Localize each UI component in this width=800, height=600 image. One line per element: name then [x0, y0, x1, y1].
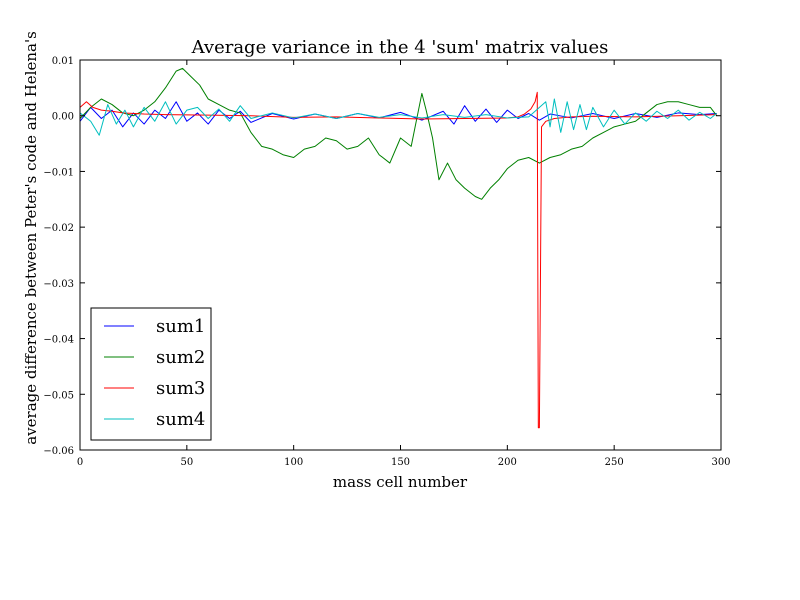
- y-tick-label: −0.05: [43, 390, 74, 401]
- legend-label-sum2: sum2: [156, 347, 205, 368]
- x-tick-label: 0: [77, 457, 83, 468]
- series-line-sum2: [80, 67, 718, 200]
- x-tick-label: 200: [498, 457, 517, 468]
- x-tick-label: 100: [284, 457, 303, 468]
- y-axis-label: average difference between Peter's code …: [22, 31, 40, 445]
- x-axis-label: mass cell number: [333, 473, 468, 491]
- series-layer: [80, 67, 718, 429]
- y-tick-label: −0.06: [43, 446, 74, 457]
- y-tick-label: −0.04: [43, 335, 74, 346]
- legend-label-sum4: sum4: [156, 409, 205, 430]
- legend: sum1 sum2 sum3 sum4: [90, 307, 212, 441]
- legend-box: [90, 307, 212, 441]
- y-tick-label: −0.01: [43, 167, 74, 178]
- x-tick-label: 250: [605, 457, 624, 468]
- x-tick-label: 150: [391, 457, 410, 468]
- tick-layer: 0 50 100 150 200 250 300 0.01 0.00 −0.01 −0.02 −0.0…: [43, 56, 730, 468]
- x-tick-label: 50: [180, 457, 193, 468]
- y-tick-label: 0.01: [52, 56, 74, 67]
- y-tick-label: −0.02: [43, 223, 74, 234]
- series-line-sum4: [80, 98, 718, 136]
- legend-label-sum1: sum1: [156, 316, 205, 337]
- x-tick-label: 300: [711, 457, 730, 468]
- y-tick-label: 0.00: [52, 112, 74, 123]
- y-tick-label: −0.03: [43, 279, 74, 290]
- legend-label-sum3: sum3: [156, 378, 205, 399]
- chart-title: Average variance in the 4 'sum' matrix v…: [191, 37, 609, 58]
